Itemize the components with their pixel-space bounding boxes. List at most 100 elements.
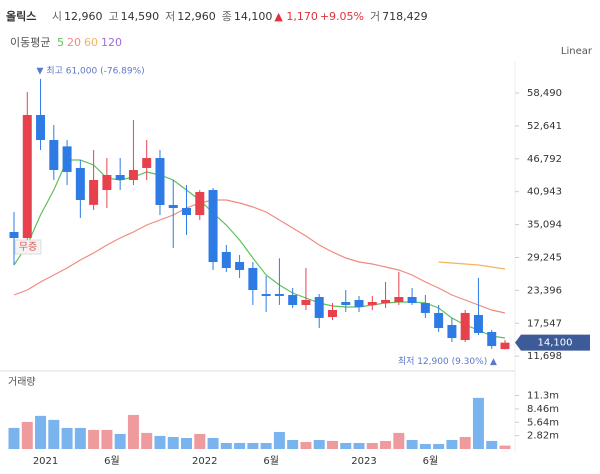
candle-body (155, 158, 165, 205)
ma-line (13, 159, 506, 339)
quote-label: 거 (370, 10, 381, 23)
ma-legend-item: 120 (100, 36, 122, 49)
volume-title: 거래량 (8, 376, 36, 388)
candle-body (354, 299, 364, 307)
candle-body (274, 294, 284, 296)
event-badge (14, 239, 42, 255)
volume-bar (167, 436, 179, 449)
volume-bar (446, 440, 458, 449)
x-tick-label: 2023 (351, 456, 376, 467)
candle-body (128, 169, 138, 181)
change: ▲ 1,170 (274, 10, 318, 23)
y-tick-label: 40,943 (527, 187, 562, 198)
quote-value: 14,590 (120, 10, 160, 23)
y-tick-label: 29,245 (527, 252, 562, 263)
volume-bar (114, 433, 126, 449)
ma-legend-item: 20 (66, 36, 81, 49)
candle-body (195, 191, 205, 215)
y-tick-label: 46,792 (527, 154, 562, 165)
volume-bar (88, 429, 100, 449)
candle-body (9, 231, 19, 239)
candle-body (381, 299, 391, 304)
candle-body (487, 331, 497, 347)
price-tag (515, 334, 590, 351)
candle-body (500, 342, 510, 350)
quote-label: 저 (165, 10, 176, 23)
volume-y-tick-label: 11.3m (527, 391, 559, 402)
volume-bar (61, 427, 73, 449)
event-annotation: 무증 (19, 241, 37, 253)
candle-body (434, 312, 444, 328)
candle-body (460, 312, 470, 341)
high-annotation: ▼ 최고 61,000 (-76.89%) (37, 65, 145, 76)
volume-bar (35, 415, 47, 449)
volume-bar (326, 440, 338, 449)
volume-bar (433, 443, 445, 449)
ma-line (438, 261, 506, 270)
volume-bar (181, 437, 193, 449)
quote-header: 올릭스 시 12,960 고 14,590 저 12,960 종 14,100 ▲ 1,170 +… (6, 8, 430, 24)
volume-bar (101, 429, 113, 449)
candle-body (314, 296, 324, 318)
volume-bar (207, 437, 219, 449)
y-tick-label: 17,547 (527, 318, 562, 329)
volume-bar (260, 442, 272, 449)
x-tick-label: 6월 (423, 455, 439, 467)
quote-value: 12,960 (64, 10, 103, 23)
volume-bar (472, 397, 484, 449)
volume-bar (194, 433, 206, 449)
volume-y-tick-label: 5.64m (527, 417, 559, 428)
volume-bar (234, 442, 246, 449)
candle-body (394, 296, 404, 302)
quote-value: 718,429 (382, 10, 428, 23)
volume-bar (380, 440, 392, 449)
quote-label: 고 (108, 10, 119, 23)
ma-legend-item: 5 (56, 36, 64, 49)
price-tag-label: 14,100 (538, 338, 573, 349)
ma-label: 이동평균 (10, 36, 51, 49)
y-tick-label: 52,641 (527, 121, 562, 132)
candle-body (301, 299, 311, 305)
volume-bar (127, 414, 139, 449)
volume-bar (21, 421, 33, 449)
y-tick-label: 58,490 (527, 88, 562, 99)
volume-y-tick-label: 8.46m (527, 404, 559, 415)
volume-bar (74, 427, 86, 449)
stock-name: 올릭스 (6, 10, 37, 23)
candle-body (22, 115, 32, 239)
volume-bar (8, 427, 20, 449)
y-tick-label: 23,396 (527, 285, 562, 296)
candle-body (49, 139, 59, 170)
change-pct: +9.05% (319, 10, 364, 23)
volume-bar (340, 442, 352, 449)
volume-bar (459, 436, 471, 449)
candle-body (261, 294, 271, 296)
candle-body (102, 175, 112, 191)
candle-body (288, 294, 298, 305)
candle-body (168, 204, 178, 209)
volume-bar (366, 442, 378, 449)
quote-value: 14,100 (233, 10, 273, 23)
candle-body (367, 301, 377, 305)
candle-body (407, 296, 417, 304)
x-tick-label: 6월 (263, 455, 279, 467)
candle-body (142, 158, 152, 168)
quote-label: 종 (221, 10, 232, 23)
candle-body (115, 175, 125, 181)
volume-bar (287, 440, 299, 449)
volume-bar (154, 435, 166, 449)
candle-body (89, 180, 99, 205)
candle-body (75, 167, 85, 200)
candle-body (36, 115, 46, 140)
volume-bar (300, 441, 312, 449)
candle-body (221, 251, 231, 268)
volume-bar (313, 440, 325, 449)
ma-legend: 이동평균 5 20 60 120 (10, 34, 125, 50)
y-tick-label: 11,698 (527, 351, 562, 362)
candle-body (341, 301, 351, 305)
volume-bar (499, 445, 511, 449)
scale-label[interactable]: Linear (561, 46, 593, 57)
volume-bar (273, 431, 285, 449)
candle-body (235, 262, 245, 270)
